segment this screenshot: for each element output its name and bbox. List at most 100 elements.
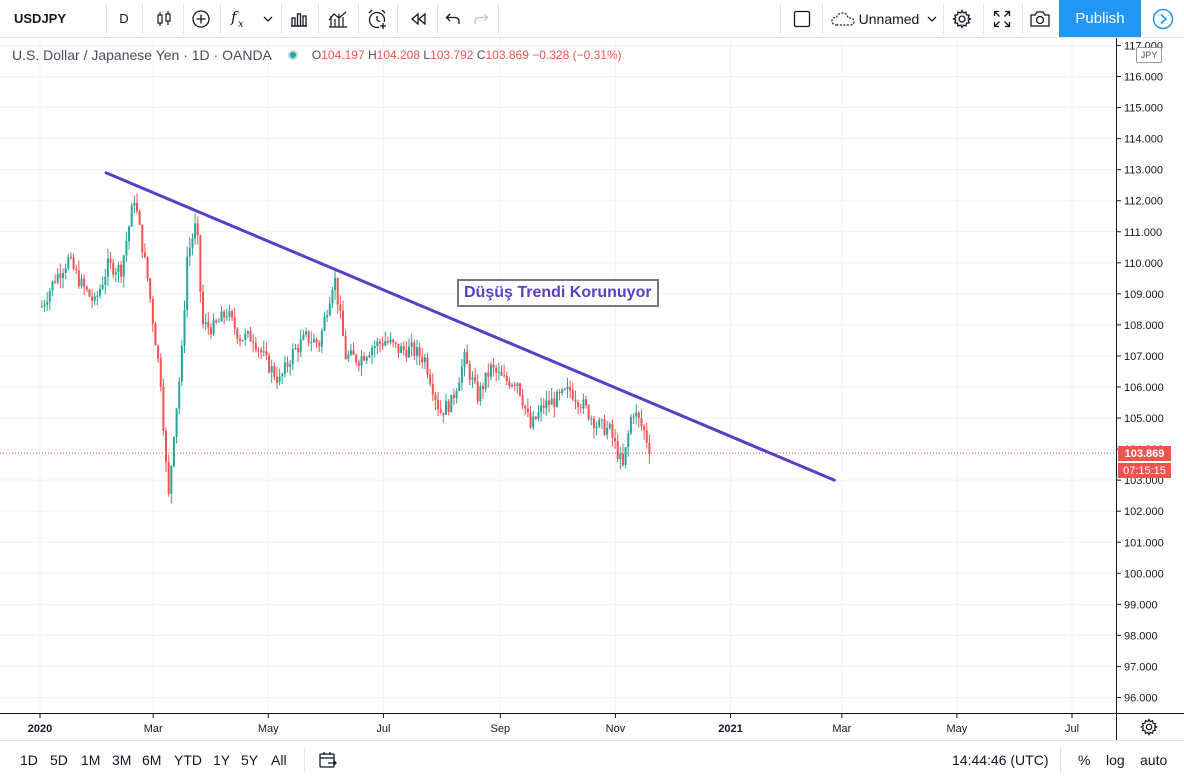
candle-body [550, 398, 553, 405]
divider [1060, 747, 1061, 773]
candle-body [40, 306, 43, 308]
candle-body [265, 351, 268, 356]
chevron-down-icon[interactable] [258, 0, 278, 37]
layout-name-button[interactable]: Unnamed [826, 0, 942, 37]
candle-body [595, 426, 598, 429]
range-6m-button[interactable]: 6M [142, 752, 162, 768]
candle-body [534, 416, 537, 419]
price-tick-label: 111.000 [1124, 227, 1162, 239]
candle-body [72, 257, 75, 269]
candle-body [204, 321, 207, 325]
publish-button[interactable]: Publish [1059, 0, 1141, 37]
settings-gear-icon[interactable] [948, 0, 976, 37]
camera-icon[interactable] [1026, 0, 1054, 37]
clock-utc[interactable]: 14:44:46 (UTC) [952, 752, 1049, 768]
undo-icon[interactable] [442, 0, 464, 37]
alert-icon[interactable] [363, 0, 391, 37]
high-value: 104.208 [376, 48, 421, 62]
templates-icon[interactable] [286, 0, 312, 37]
time-axis[interactable]: 2020 Mar May Jul Sep Nov 2021 Mar May Jul [28, 714, 1079, 735]
log-scale-toggle[interactable]: log [1106, 752, 1125, 768]
candle-body [336, 277, 339, 305]
currency-badge[interactable]: JPY [1136, 47, 1162, 63]
candle-body [196, 223, 199, 236]
candle-body [62, 273, 65, 278]
range-ytd-button[interactable]: YTD [174, 752, 202, 768]
candle-body [466, 352, 469, 364]
instrument-title: U.S. Dollar / Japanese Yen · 1D · OANDA [12, 47, 272, 63]
candle-body [632, 416, 635, 418]
percent-scale-toggle[interactable]: % [1078, 752, 1091, 768]
candle-body [257, 349, 260, 351]
svg-text:x: x [238, 19, 244, 29]
date-range-icon[interactable] [318, 741, 338, 779]
range-3m-button[interactable]: 3M [112, 752, 132, 768]
range-1y-button[interactable]: 1Y [213, 752, 231, 768]
time-tick-label: Jul [376, 723, 390, 735]
range-1d-button[interactable]: 1D [20, 752, 38, 768]
candle-body [360, 356, 363, 366]
close-label: C [476, 48, 486, 62]
candle-body [629, 417, 632, 434]
interval-button[interactable]: D [119, 11, 129, 26]
candle-body [442, 412, 445, 415]
divider [106, 4, 107, 34]
play-icon[interactable] [1141, 0, 1184, 37]
symbol-search-button[interactable]: USDJPY [14, 11, 67, 26]
candle-body [215, 320, 218, 323]
fullscreen-icon[interactable] [988, 0, 1016, 37]
candle-body [85, 286, 88, 290]
price-axis[interactable]: 96.000 97.000 98.000 99.000 100.000 101.000 10… [1116, 40, 1164, 705]
range-5d-button[interactable]: 5D [50, 752, 68, 768]
candle-body [59, 273, 62, 278]
candle-body [339, 304, 342, 311]
low-label: L [423, 48, 431, 62]
auto-scale-toggle[interactable]: auto [1140, 752, 1168, 768]
trendline[interactable] [104, 171, 836, 482]
axis-settings-gear-icon[interactable] [1130, 715, 1168, 739]
candle-body [415, 347, 418, 356]
range-5y-button[interactable]: 5Y [241, 752, 259, 768]
bar-style-icon[interactable] [150, 0, 178, 37]
candle-body [635, 412, 638, 417]
range-all-button[interactable]: All [271, 752, 287, 768]
candle-body [106, 258, 109, 277]
candle-body [566, 386, 569, 390]
high-label: H [367, 48, 377, 62]
add-indicator-icon[interactable] [188, 0, 214, 37]
candle-body [405, 349, 408, 358]
candle-body [217, 321, 220, 323]
candle-body [376, 341, 379, 347]
annotation-label[interactable]: Düşüş Trendi Korunuyor [457, 279, 659, 307]
candle-body [645, 430, 648, 443]
redo-icon[interactable] [470, 0, 492, 37]
candle-body [334, 277, 337, 291]
candle-body [592, 418, 595, 429]
candle-body [146, 257, 149, 279]
range-1m-button[interactable]: 1M [81, 752, 101, 768]
candle-body [365, 357, 368, 361]
candle-body [77, 270, 80, 287]
candle-body [637, 412, 640, 419]
compare-icon[interactable] [324, 0, 352, 37]
price-tick-label: 108.000 [1124, 320, 1164, 332]
candle-body [167, 461, 170, 494]
market-status-icon[interactable] [287, 50, 298, 60]
candle-body [503, 375, 506, 377]
candle-body [384, 341, 387, 346]
divider [437, 4, 438, 34]
change-value: −0.328 (−0.31%) [532, 48, 622, 62]
candle-body [162, 386, 165, 431]
replay-icon[interactable] [404, 0, 432, 37]
candle-body [471, 377, 474, 380]
candle-body [579, 407, 582, 409]
candle-body [418, 347, 421, 357]
candle-body [611, 423, 614, 438]
candle-body [270, 366, 273, 373]
candle-body [120, 264, 123, 277]
price-tick-label: 102.000 [1124, 506, 1164, 518]
fullscreen-square-icon[interactable] [788, 0, 816, 37]
